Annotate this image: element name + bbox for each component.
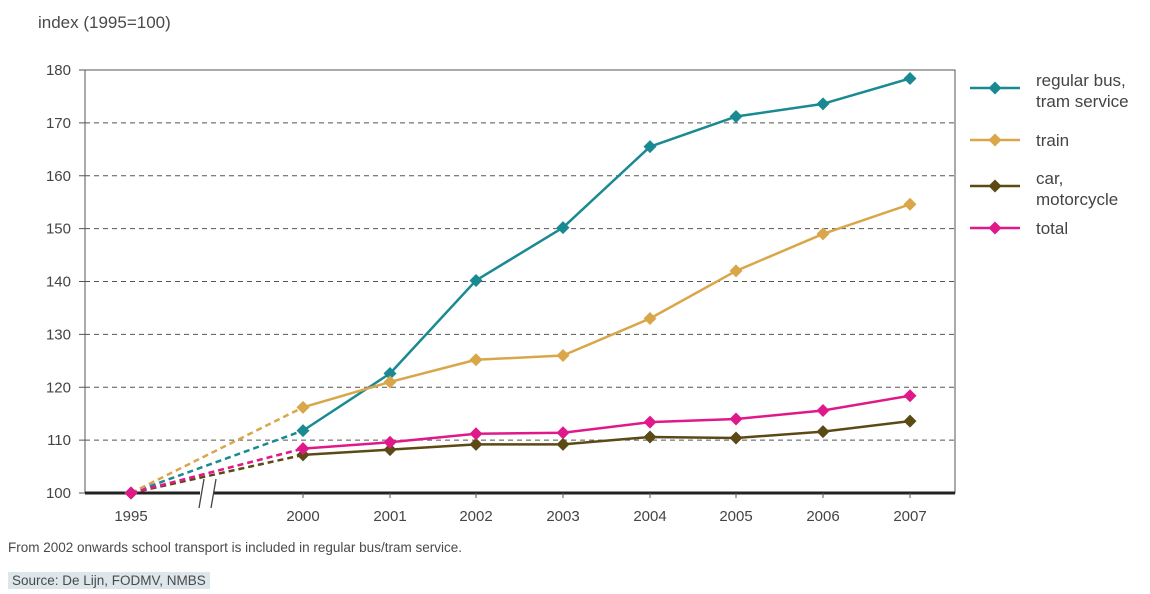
series-1-line xyxy=(302,203,911,409)
series-3-line xyxy=(302,394,911,450)
legend-swatch-marker-2 xyxy=(988,179,1002,193)
y-tick-label-160: 160 xyxy=(46,168,71,185)
plot-frame xyxy=(84,69,956,509)
series-0-point-2006 xyxy=(816,97,830,111)
series-1-point-2004 xyxy=(643,312,657,326)
source-note: Source: De Lijn, FODMV, NMBS xyxy=(8,572,210,589)
series-1-point-2000 xyxy=(296,400,310,414)
y-tick-label-110: 110 xyxy=(47,432,71,449)
legend-label-3: total xyxy=(1036,219,1068,238)
series-2-line xyxy=(302,419,911,457)
y-tick-label-140: 140 xyxy=(46,274,71,291)
y-tick-label-130: 130 xyxy=(46,326,71,343)
y-tick-label-100: 100 xyxy=(46,485,71,502)
series-1-point-2007 xyxy=(903,197,917,211)
series-0-point-2005 xyxy=(729,110,743,124)
axis-break-mark xyxy=(210,478,217,509)
series-2-point-2003 xyxy=(556,437,570,451)
series-2-point-2007 xyxy=(903,414,917,428)
series-0-point-2007 xyxy=(903,71,917,85)
series-0-dashed-segment xyxy=(130,429,304,495)
series-0-line xyxy=(302,77,911,432)
legend-label-0: regular bus, tram service xyxy=(1036,71,1129,111)
series-1-point-2002 xyxy=(469,353,483,367)
series-1-point-2003 xyxy=(556,349,570,363)
series-0-point-2002 xyxy=(469,273,483,287)
series-1-dashed-segment xyxy=(130,406,304,495)
series-3-point-2001 xyxy=(383,435,397,449)
series-3-point-2000 xyxy=(296,442,310,456)
x-tick-label-2005: 2005 xyxy=(719,508,752,525)
series-3-point-2006 xyxy=(816,404,830,418)
series-lines xyxy=(124,71,917,500)
series-2-point-2004 xyxy=(643,430,657,444)
x-tick-label-2006: 2006 xyxy=(806,508,839,525)
series-0-point-2001 xyxy=(383,367,397,381)
x-tick-label-2002: 2002 xyxy=(459,508,492,525)
series-3-point-1995 xyxy=(124,486,138,500)
series-2-point-2002 xyxy=(469,437,483,451)
series-1-point-2005 xyxy=(729,264,743,278)
legend-swatch-marker-1 xyxy=(988,133,1002,147)
series-3-point-2005 xyxy=(729,412,743,426)
x-tick-label-2007: 2007 xyxy=(893,508,926,525)
series-2-point-2001 xyxy=(383,443,397,457)
y-tick-label-180: 180 xyxy=(46,62,71,79)
series-2-point-2005 xyxy=(729,431,743,445)
x-tick-label-2000: 2000 xyxy=(286,508,319,525)
series-3-point-2003 xyxy=(556,426,570,440)
y-tick-label-120: 120 xyxy=(46,379,71,396)
x-tick-label-2003: 2003 xyxy=(546,508,579,525)
series-1-point-2006 xyxy=(816,227,830,241)
axis-break-gap xyxy=(200,489,214,503)
legend-label-2: car, motorcycle xyxy=(1036,169,1118,209)
y-tick-label-150: 150 xyxy=(46,221,71,238)
series-2-point-2006 xyxy=(816,425,830,439)
axis-break-mark xyxy=(198,478,205,509)
series-0-point-2003 xyxy=(556,221,570,235)
series-3-point-2004 xyxy=(643,415,657,429)
axes: 100 110 120 130 140 150 160 170 180 1995 2000 2001 2… xyxy=(46,62,927,525)
y-axis-label: index (1995=100) xyxy=(38,13,171,32)
series-0-point-2000 xyxy=(296,424,310,438)
series-1-point-2001 xyxy=(383,375,397,389)
x-tick-label-1995: 1995 xyxy=(114,508,147,525)
legend: regular bus, tram service train car, motorcy… xyxy=(970,71,1129,238)
series-3-point-2002 xyxy=(469,427,483,441)
legend-label-1: train xyxy=(1036,131,1069,150)
legend-swatch-marker-3 xyxy=(988,221,1002,235)
footnote: From 2002 onwards school transport is in… xyxy=(8,540,462,555)
series-3-point-2007 xyxy=(903,389,917,403)
series-3-dashed-segment xyxy=(130,447,304,495)
x-tick-label-2001: 2001 xyxy=(373,508,406,525)
x-tick-label-2004: 2004 xyxy=(633,508,666,525)
legend-swatch-marker-0 xyxy=(988,81,1002,95)
grid-lines xyxy=(85,122,955,441)
series-0-point-2004 xyxy=(643,140,657,154)
y-tick-label-170: 170 xyxy=(46,115,71,132)
